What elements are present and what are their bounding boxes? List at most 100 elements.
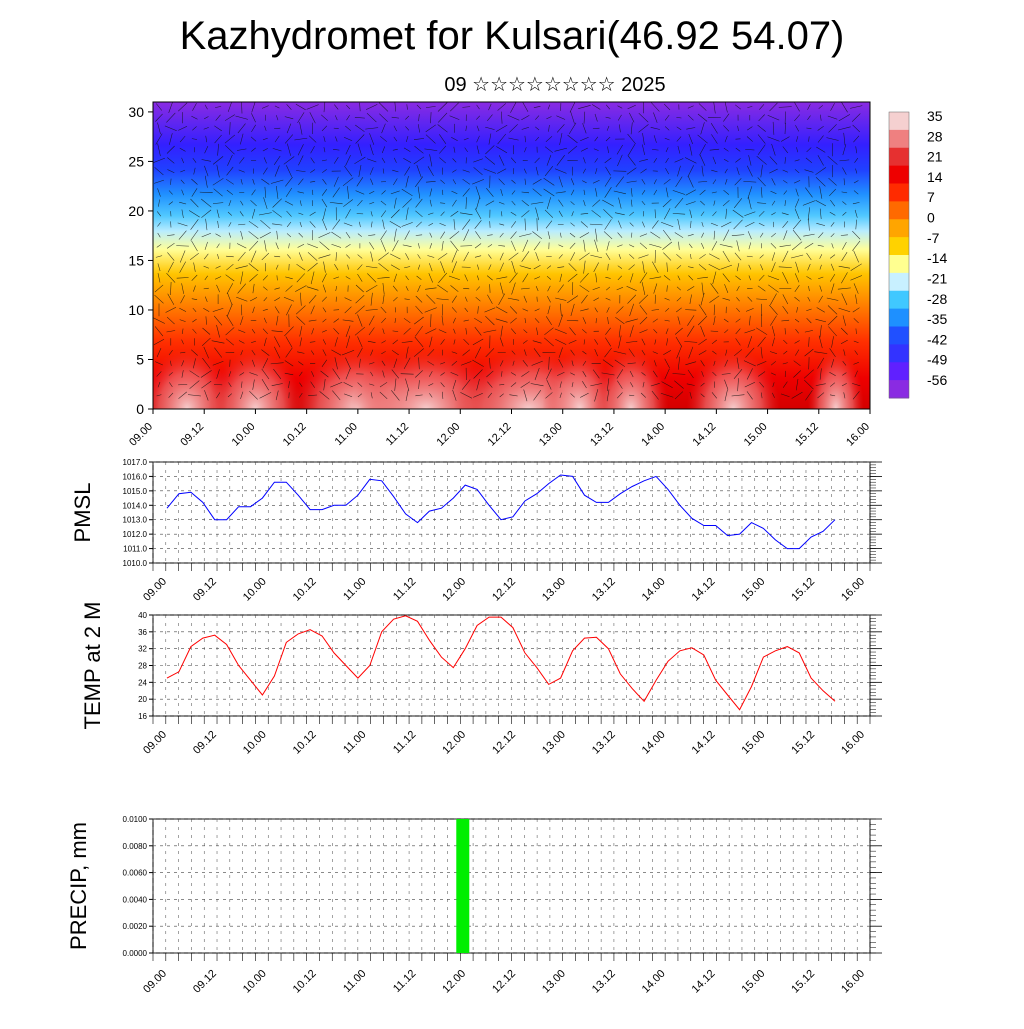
temp-x-tick-label: 13.00 xyxy=(540,729,568,757)
precip-x-tick-label: 11.12 xyxy=(391,968,418,995)
temp-y-tick-label: 28 xyxy=(138,662,147,671)
colorbar-swatch xyxy=(889,362,909,381)
temp-x-tick-label: 10.12 xyxy=(291,729,319,757)
pmsl-y-tick-label: 1015.0 xyxy=(123,487,148,496)
heatmap-y-tick-label: 15 xyxy=(128,252,144,268)
heatmap-x-tick-label: 11.00 xyxy=(333,421,360,448)
heatmap-x-tick-label: 12.00 xyxy=(434,421,462,449)
heatmap-x-tick-label: 16.00 xyxy=(844,421,872,449)
pmsl-x-tick-label: 12.00 xyxy=(440,576,468,604)
wind-vectors xyxy=(153,102,863,402)
colorbar-label: 28 xyxy=(927,128,943,144)
temp-y-tick-label: 40 xyxy=(138,611,147,620)
heatmap-x-tick-label: 10.00 xyxy=(230,421,258,449)
heatmap-y-tick-label: 25 xyxy=(128,153,144,169)
heatmap-x-tick-label: 09.00 xyxy=(127,421,155,449)
precip-x-tick-label: 15.00 xyxy=(739,968,767,996)
colorbar-label: 7 xyxy=(927,189,935,205)
temp-x-tick-label: 13.12 xyxy=(590,729,618,757)
temp-x-tick-label: 16.00 xyxy=(839,729,867,757)
colorbar-swatch xyxy=(889,129,909,149)
colorbar-label: 21 xyxy=(927,149,943,165)
heatmap-x-tick-label: 14.00 xyxy=(639,421,667,449)
warm-surface-patch-7 xyxy=(686,349,781,409)
precip-x-tick-label: 12.12 xyxy=(490,968,518,996)
temp-y-tick-label: 20 xyxy=(138,695,147,704)
precip-y-tick-label: 0.0100 xyxy=(123,815,148,824)
heatmap-y-tick-label: 0 xyxy=(136,401,144,417)
heatmap-x-tick-label: 13.00 xyxy=(537,421,565,449)
colorbar-swatch xyxy=(889,147,909,167)
heatmap-x-tick-label: 09.12 xyxy=(178,421,206,449)
pmsl-x-tick-label: 16.00 xyxy=(839,576,867,604)
warm-surface-patch-8 xyxy=(807,349,865,409)
precip-x-tick-label: 09.12 xyxy=(191,968,219,996)
colorbar-swatch xyxy=(889,237,909,256)
temp-x-tick-label: 11.00 xyxy=(341,729,368,756)
pmsl-y-tick-label: 1010.0 xyxy=(123,559,148,568)
colorbar-swatch xyxy=(889,255,909,274)
colorbar-swatch xyxy=(889,326,909,345)
page-subtitle: 09 ☆☆☆☆☆☆☆☆ 2025 xyxy=(444,74,666,96)
colorbar-label: -35 xyxy=(927,311,947,327)
colorbar-swatch xyxy=(889,290,909,310)
warm-surface-patch-6 xyxy=(593,349,669,409)
heatmap-y-tick-label: 30 xyxy=(128,104,144,120)
colorbar: 35 28 21 14 7 0 -7 -14 -21 -28 -35 -42 -49 -56 xyxy=(888,108,947,399)
colorbar-label: -56 xyxy=(927,372,947,388)
pmsl-x-tick-label: 13.12 xyxy=(590,576,618,604)
colorbar-swatch xyxy=(889,165,909,184)
precip-x-tick-label: 12.00 xyxy=(440,968,468,996)
temp-x-tick-label: 11.12 xyxy=(391,729,418,756)
temp-x-tick-label: 12.12 xyxy=(490,729,518,757)
temp-y-axis-label: TEMP at 2 M xyxy=(80,602,105,730)
heatmap-y-tick-label: 20 xyxy=(128,203,144,219)
colorbar-swatch xyxy=(889,183,909,202)
precip-x-tick-label: 13.00 xyxy=(540,968,568,996)
temp-x-tick-label: 15.12 xyxy=(789,729,817,757)
precip-x-tick-label: 14.00 xyxy=(640,968,668,996)
precip-y-tick-label: 0.0040 xyxy=(123,895,148,904)
pmsl-x-tick-label: 09.12 xyxy=(191,576,219,604)
page-title: Kazhydromet for Kulsari(46.92 54.07) xyxy=(179,14,845,58)
temp-x-tick-label: 10.00 xyxy=(241,729,269,757)
precip-panel: 0.0000 0.0020 0.0040 0.0060 0.0080 0.0100 PREC… xyxy=(66,815,882,961)
precip-y-tick-label: 0.0080 xyxy=(123,842,148,851)
pmsl-x-tick-label: 15.12 xyxy=(789,576,817,604)
colorbar-label: -28 xyxy=(927,291,947,307)
pmsl-y-tick-label: 1014.0 xyxy=(123,501,148,510)
precip-x-tick-label: 14.12 xyxy=(690,968,718,996)
precip-y-tick-label: 0.0020 xyxy=(123,922,148,931)
heatmap-y-tick-label: 5 xyxy=(136,351,144,367)
precip-y-tick-label: 0.0060 xyxy=(123,869,148,878)
temp-x-tick-label: 15.00 xyxy=(739,729,767,757)
colorbar-swatch xyxy=(889,344,909,363)
pmsl-x-tick-label: 14.00 xyxy=(640,576,668,604)
colorbar-swatch xyxy=(889,272,909,292)
temp-x-tick-label: 09.12 xyxy=(191,729,219,757)
colorbar-swatch xyxy=(889,219,909,238)
heatmap-x-tick-label: 11.12 xyxy=(384,421,411,448)
precip-y-tick-label: 0.0000 xyxy=(123,949,148,958)
pmsl-x-tick-label: 12.12 xyxy=(490,576,518,604)
colorbar-frame xyxy=(888,111,910,399)
pmsl-x-tick-label: 14.12 xyxy=(690,576,718,604)
colorbar-label: -7 xyxy=(927,230,940,246)
colorbar-swatch xyxy=(889,201,909,220)
pmsl-y-axis-label: PMSL xyxy=(70,483,95,543)
precip-x-tick-label: 16.00 xyxy=(839,968,867,996)
pmsl-line xyxy=(166,474,836,550)
temperature-cross-section xyxy=(153,102,870,409)
colorbar-label: -21 xyxy=(927,270,947,286)
pmsl-y-tick-label: 1011.0 xyxy=(123,545,147,554)
precip-y-axis-label: PRECIP, mm xyxy=(66,822,91,950)
temp-x-tick-label: 12.00 xyxy=(440,729,468,757)
heatmap-x-tick-label: 15.00 xyxy=(742,421,770,449)
pmsl-x-tick-label: 15.00 xyxy=(739,576,767,604)
heatmap-y-tick-label: 10 xyxy=(128,302,144,318)
colorbar-swatch xyxy=(889,308,909,327)
heatmap-x-tick-label: 12.12 xyxy=(486,421,514,449)
temp-x-tick-label: 14.00 xyxy=(640,729,668,757)
